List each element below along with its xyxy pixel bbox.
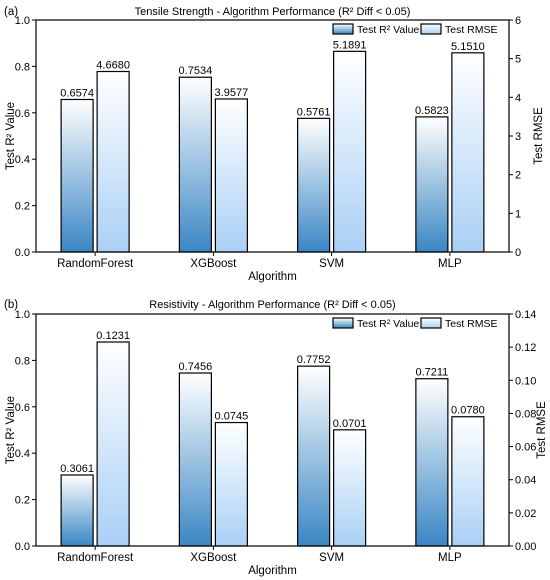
x-tick-label: XGBoost <box>190 258 237 270</box>
bar-r2-mlp <box>415 378 449 547</box>
bar-rmse-xgboost <box>214 98 248 253</box>
x-axis-title: Algorithm <box>248 565 297 577</box>
y-right-tick-label: 0.02 <box>515 508 536 520</box>
x-tick-label: RandomForest <box>57 552 134 564</box>
data-label: 0.3061 <box>60 463 94 475</box>
data-label: 0.7752 <box>297 354 331 366</box>
legend-label: Test R² Value <box>357 24 419 36</box>
legend-swatch <box>332 317 354 329</box>
data-label: 5.1510 <box>451 41 485 53</box>
y-right-tick-label: 0.12 <box>515 342 536 354</box>
legend-label: Test R² Value <box>357 318 419 330</box>
y-right-tick-label: 5 <box>515 54 521 66</box>
legend-label: Test RMSE <box>445 318 498 330</box>
chart-panel-b: (b) Resistivity - Algorithm Performance (… <box>4 299 548 577</box>
y-right-tick-label: 0.10 <box>515 375 536 387</box>
bar-rmse-xgboost <box>214 421 248 547</box>
data-label: 3.9577 <box>215 87 249 99</box>
data-label: 0.0701 <box>333 418 367 430</box>
y-right-tick-label: 0.14 <box>515 309 536 321</box>
legend-swatch <box>420 23 442 35</box>
data-label: 0.0780 <box>451 405 485 417</box>
x-tick-label: MLP <box>438 552 462 564</box>
y-left-tick-label: 0.8 <box>15 61 30 73</box>
data-label: 5.1891 <box>333 39 367 51</box>
y-right-tick-label: 0 <box>515 247 521 259</box>
y-left-tick-label: 1.0 <box>15 309 30 321</box>
legend-label: Test RMSE <box>445 24 498 36</box>
y-right-tick-label: 0.08 <box>515 408 536 420</box>
legend-swatch <box>420 317 442 329</box>
y-left-tick-label: 0.6 <box>15 108 30 120</box>
y-left-tick-label: 1.0 <box>15 15 30 27</box>
bar-rmse-randomforest <box>96 341 130 547</box>
y-right-tick-label: 1 <box>515 208 521 220</box>
y-right-tick-label: 3 <box>515 131 521 143</box>
y-left-axis-title: Test R² Value <box>5 396 17 464</box>
y-left-tick-label: 0.6 <box>15 402 30 414</box>
bar-rmse-randomforest <box>96 70 130 253</box>
y-left-tick-label: 0.0 <box>15 541 30 553</box>
legend-swatch <box>332 23 354 35</box>
y-right-tick-label: 6 <box>515 15 521 27</box>
bar-r2-xgboost <box>178 76 212 253</box>
data-label: 4.6680 <box>96 60 130 72</box>
data-label: 0.5761 <box>297 106 331 118</box>
y-left-tick-label: 0.4 <box>15 154 30 166</box>
y-right-axis-title: Test RMSE <box>536 401 548 459</box>
x-axis-title: Algorithm <box>248 271 297 283</box>
data-label: 0.7456 <box>179 361 213 373</box>
x-tick-label: XGBoost <box>190 552 237 564</box>
bar-rmse-mlp <box>451 416 485 547</box>
panel-label: (a) <box>4 6 18 18</box>
y-left-tick-label: 0.4 <box>15 448 30 460</box>
bar-r2-xgboost <box>178 372 212 547</box>
data-label: 0.7534 <box>179 65 213 77</box>
chart-title: Tensile Strength - Algorithm Performance… <box>135 6 411 18</box>
x-tick-label: RandomForest <box>57 258 134 270</box>
bar-r2-randomforest <box>60 98 94 253</box>
chart-panel-a: (a) Tensile Strength - Algorithm Performa… <box>4 6 545 283</box>
data-label: 0.0745 <box>215 411 249 423</box>
panel-label: (b) <box>4 299 18 311</box>
data-label: 0.1231 <box>96 330 130 342</box>
y-right-axis-title: Test RMSE <box>533 107 545 165</box>
y-right-tick-label: 2 <box>515 170 521 182</box>
y-left-tick-label: 0.2 <box>15 495 30 507</box>
bar-r2-svm <box>297 117 331 253</box>
chart-title: Resistivity - Algorithm Performance (R² … <box>149 299 395 311</box>
y-right-tick-label: 0.04 <box>515 475 536 487</box>
data-label: 0.5823 <box>415 105 449 117</box>
y-right-tick-label: 0.06 <box>515 442 536 454</box>
y-left-tick-label: 0.8 <box>15 355 30 367</box>
x-tick-label: SVM <box>319 552 344 564</box>
x-tick-label: SVM <box>319 258 344 270</box>
y-right-tick-label: 4 <box>515 92 521 104</box>
bar-rmse-svm <box>333 429 367 547</box>
data-label: 0.7211 <box>415 367 448 379</box>
y-left-tick-label: 0.2 <box>15 201 30 213</box>
x-tick-label: MLP <box>438 258 462 270</box>
plot-frame <box>35 313 510 547</box>
bar-rmse-mlp <box>451 52 485 253</box>
y-left-axis-title: Test R² Value <box>5 102 17 170</box>
bar-rmse-svm <box>333 50 367 253</box>
bar-r2-mlp <box>415 116 449 253</box>
bar-r2-svm <box>297 365 331 547</box>
y-left-tick-label: 0.0 <box>15 247 30 259</box>
y-right-tick-label: 0.00 <box>515 541 536 553</box>
data-label: 0.6574 <box>60 87 94 99</box>
bar-r2-randomforest <box>60 474 94 547</box>
